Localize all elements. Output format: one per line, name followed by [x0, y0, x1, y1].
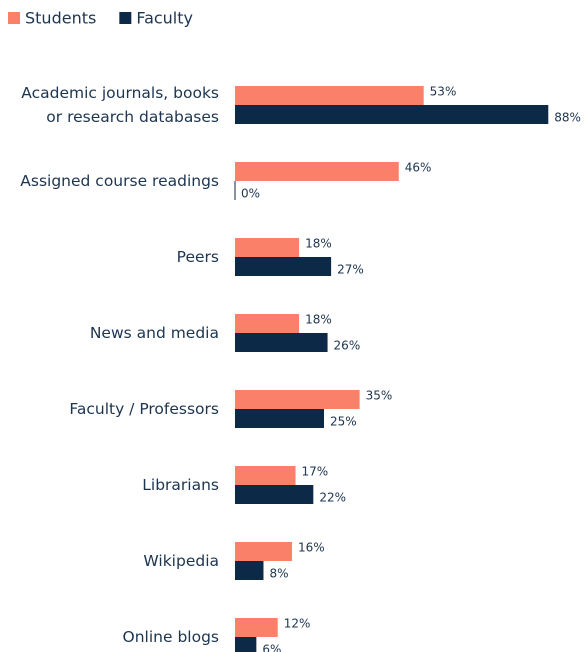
bar: [235, 409, 324, 428]
value-label: 25%: [330, 415, 357, 429]
bar: [235, 314, 300, 333]
bar: [235, 390, 360, 409]
bar: [235, 257, 332, 276]
value-label: 18%: [305, 237, 332, 251]
value-label: 27%: [337, 263, 364, 277]
value-label: 12%: [284, 617, 311, 631]
category-label: Online blogs: [122, 628, 219, 646]
value-label: 17%: [302, 465, 329, 479]
value-label: 18%: [305, 313, 332, 327]
value-label: 26%: [334, 339, 361, 353]
value-label: 46%: [405, 161, 432, 175]
legend-swatch: [8, 12, 20, 24]
value-label: 35%: [366, 389, 393, 403]
category-label: Peers: [176, 248, 219, 266]
category-label: Assigned course readings: [20, 172, 219, 190]
category-label: News and media: [89, 324, 219, 342]
value-label: 6%: [262, 643, 281, 652]
value-label: 88%: [554, 111, 581, 125]
category-label: Academic journals, books or research dat…: [21, 84, 219, 126]
category-label: Librarians: [142, 476, 219, 494]
bar: [235, 542, 292, 561]
bar: [235, 485, 314, 504]
bar: [235, 333, 328, 352]
value-label: 22%: [319, 491, 346, 505]
value-label: 53%: [430, 85, 457, 99]
bar: [235, 466, 296, 485]
category-label: Faculty / Professors: [69, 400, 219, 418]
category-label: Wikipedia: [143, 552, 219, 570]
value-label: 8%: [269, 567, 288, 581]
bar: [235, 86, 424, 105]
bar: [235, 637, 257, 652]
bar: [235, 162, 399, 181]
legend-label: Students: [25, 9, 96, 28]
legend-swatch: [119, 12, 132, 24]
value-label: 0%: [241, 187, 260, 201]
bar: [235, 105, 549, 124]
bar: [235, 618, 278, 637]
bar: [235, 561, 264, 580]
legend-label: Faculty: [136, 9, 193, 28]
bar: [235, 238, 300, 257]
value-label: 16%: [298, 541, 325, 555]
